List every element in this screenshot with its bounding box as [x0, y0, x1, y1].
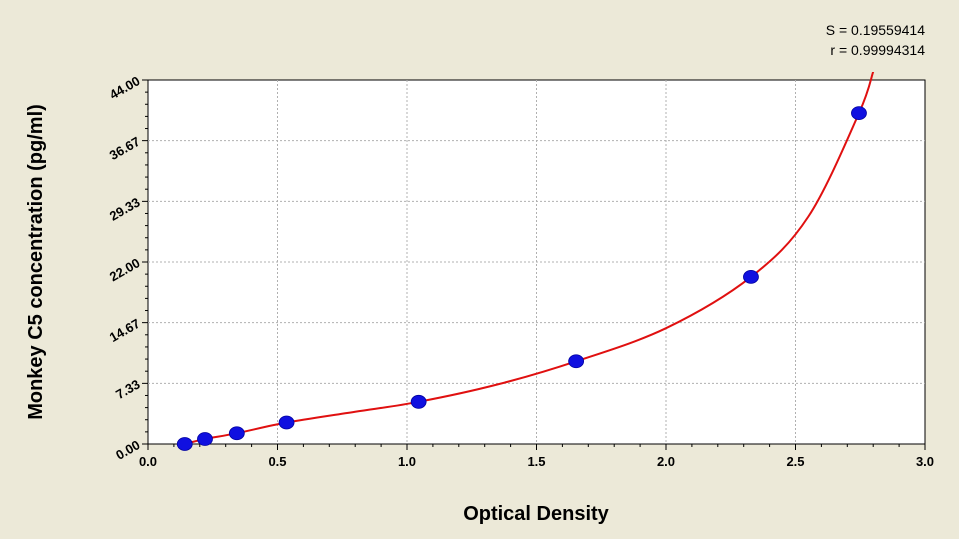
data-point: [176, 437, 193, 451]
y-tick-label: 36.67: [107, 134, 143, 163]
fit-curve: [181, 72, 875, 444]
data-point: [743, 269, 759, 284]
x-axis-title: Optical Density: [463, 503, 609, 525]
stat-s: S = 0.19559414: [826, 22, 925, 38]
y-tick-label: 29.33: [107, 194, 143, 223]
y-tick-label: 14.67: [107, 316, 143, 345]
stat-r: r = 0.99994314: [830, 42, 925, 58]
grid: [148, 80, 925, 444]
x-tick-label: 2.0: [657, 454, 675, 469]
x-tick-label: 3.0: [916, 454, 934, 469]
data-point: [228, 426, 245, 441]
x-tick-label: 1.0: [398, 454, 416, 469]
data-point: [568, 354, 585, 369]
x-tick-label: 0.5: [268, 454, 286, 469]
x-axis: 0.0 0.5 1.0 1.5 2.0 2.5 3.0: [139, 444, 934, 469]
y-tick-label: 7.33: [113, 376, 142, 402]
y-tick-label: 44.00: [107, 73, 143, 102]
data-point: [410, 394, 427, 409]
y-axis-title: Monkey C5 concentration (pg/ml): [25, 104, 47, 420]
data-point: [278, 415, 295, 430]
x-tick-label: 1.5: [527, 454, 545, 469]
minor-ticks: [145, 91, 900, 447]
y-tick-label: 22.00: [107, 255, 143, 284]
data-point: [851, 106, 867, 120]
x-tick-label: 0.0: [139, 454, 157, 469]
data-point: [197, 432, 213, 446]
x-tick-label: 2.5: [786, 454, 804, 469]
data-points: [176, 106, 867, 451]
